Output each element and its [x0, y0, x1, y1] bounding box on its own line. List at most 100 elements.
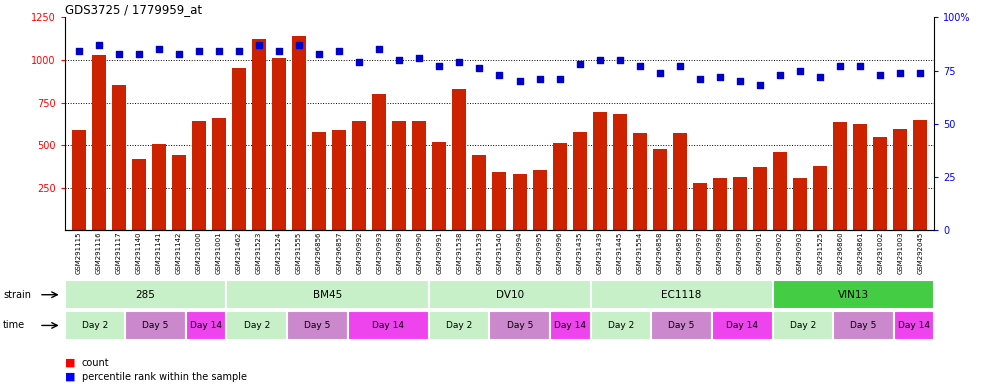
Point — [672, 63, 688, 70]
Bar — [152, 144, 166, 230]
Point — [131, 50, 147, 56]
Point — [171, 50, 187, 56]
Point — [291, 42, 307, 48]
Point — [191, 48, 207, 55]
Text: Day 14: Day 14 — [372, 321, 405, 330]
Point — [832, 63, 848, 70]
Bar — [172, 156, 186, 230]
Bar — [352, 121, 366, 230]
Point — [772, 72, 788, 78]
Text: BM45: BM45 — [313, 290, 342, 300]
Text: Day 2: Day 2 — [446, 321, 472, 330]
Text: Day 2: Day 2 — [790, 321, 816, 330]
Text: Day 14: Day 14 — [190, 321, 223, 330]
Text: Day 14: Day 14 — [727, 321, 758, 330]
Point — [311, 50, 327, 56]
Point — [271, 48, 287, 55]
Text: Day 5: Day 5 — [851, 321, 877, 330]
Bar — [132, 159, 146, 230]
Text: Day 2: Day 2 — [82, 321, 108, 330]
Point — [552, 76, 568, 82]
Point — [151, 46, 167, 52]
Bar — [753, 167, 767, 230]
Bar — [312, 131, 326, 230]
Bar — [232, 68, 246, 230]
Text: EC1118: EC1118 — [661, 290, 702, 300]
Text: Day 5: Day 5 — [142, 321, 169, 330]
Bar — [793, 177, 807, 230]
Point — [752, 83, 768, 89]
Point — [532, 76, 548, 82]
Point — [71, 48, 86, 55]
Bar — [773, 152, 787, 230]
Point — [331, 48, 347, 55]
Point — [231, 48, 247, 55]
Bar — [111, 86, 125, 230]
Point — [792, 68, 808, 74]
Point — [372, 46, 388, 52]
Bar — [492, 172, 507, 230]
Bar — [874, 137, 888, 230]
Text: DV10: DV10 — [496, 290, 524, 300]
Point — [873, 72, 889, 78]
Text: Day 5: Day 5 — [304, 321, 331, 330]
Text: Day 2: Day 2 — [244, 321, 270, 330]
Text: ■: ■ — [65, 358, 76, 368]
Point — [110, 50, 126, 56]
Point — [491, 72, 507, 78]
Point — [211, 48, 227, 55]
Text: ■: ■ — [65, 372, 76, 382]
Point — [611, 57, 627, 63]
Text: 285: 285 — [135, 290, 155, 300]
Point — [692, 76, 708, 82]
Point — [90, 42, 106, 48]
Bar — [192, 121, 206, 230]
Bar — [713, 177, 727, 230]
Bar — [413, 121, 426, 230]
Point — [852, 63, 868, 70]
Text: Day 2: Day 2 — [607, 321, 634, 330]
Point — [812, 74, 828, 80]
Bar — [212, 118, 226, 230]
Bar — [573, 132, 586, 230]
Text: GDS3725 / 1779959_at: GDS3725 / 1779959_at — [65, 3, 202, 16]
Text: Day 5: Day 5 — [507, 321, 533, 330]
Point — [471, 65, 487, 71]
Bar — [372, 94, 387, 230]
Bar — [472, 156, 486, 230]
Point — [912, 70, 928, 76]
Point — [712, 74, 728, 80]
Point — [591, 57, 607, 63]
Bar — [72, 130, 85, 230]
Bar — [653, 149, 667, 230]
Bar — [513, 174, 527, 230]
Bar — [432, 142, 446, 230]
Bar — [91, 55, 105, 230]
Bar — [733, 177, 746, 230]
Point — [652, 70, 668, 76]
Point — [632, 63, 648, 70]
Text: VIN13: VIN13 — [838, 290, 869, 300]
Bar — [633, 133, 647, 230]
Text: Day 5: Day 5 — [668, 321, 695, 330]
Point — [431, 63, 447, 70]
Bar — [252, 40, 266, 230]
Bar — [673, 133, 687, 230]
Point — [251, 42, 267, 48]
Text: count: count — [82, 358, 109, 368]
Text: Day 14: Day 14 — [555, 321, 586, 330]
Point — [732, 78, 747, 84]
Bar — [592, 112, 606, 230]
Text: Day 14: Day 14 — [899, 321, 930, 330]
Bar — [332, 130, 346, 230]
Point — [893, 70, 909, 76]
Bar — [913, 121, 927, 230]
Text: percentile rank within the sample: percentile rank within the sample — [82, 372, 247, 382]
Bar — [452, 89, 466, 230]
Bar — [833, 122, 847, 230]
Bar — [272, 58, 286, 230]
Bar — [553, 144, 567, 230]
Bar — [813, 166, 827, 230]
Point — [451, 59, 467, 65]
Bar — [292, 36, 306, 230]
